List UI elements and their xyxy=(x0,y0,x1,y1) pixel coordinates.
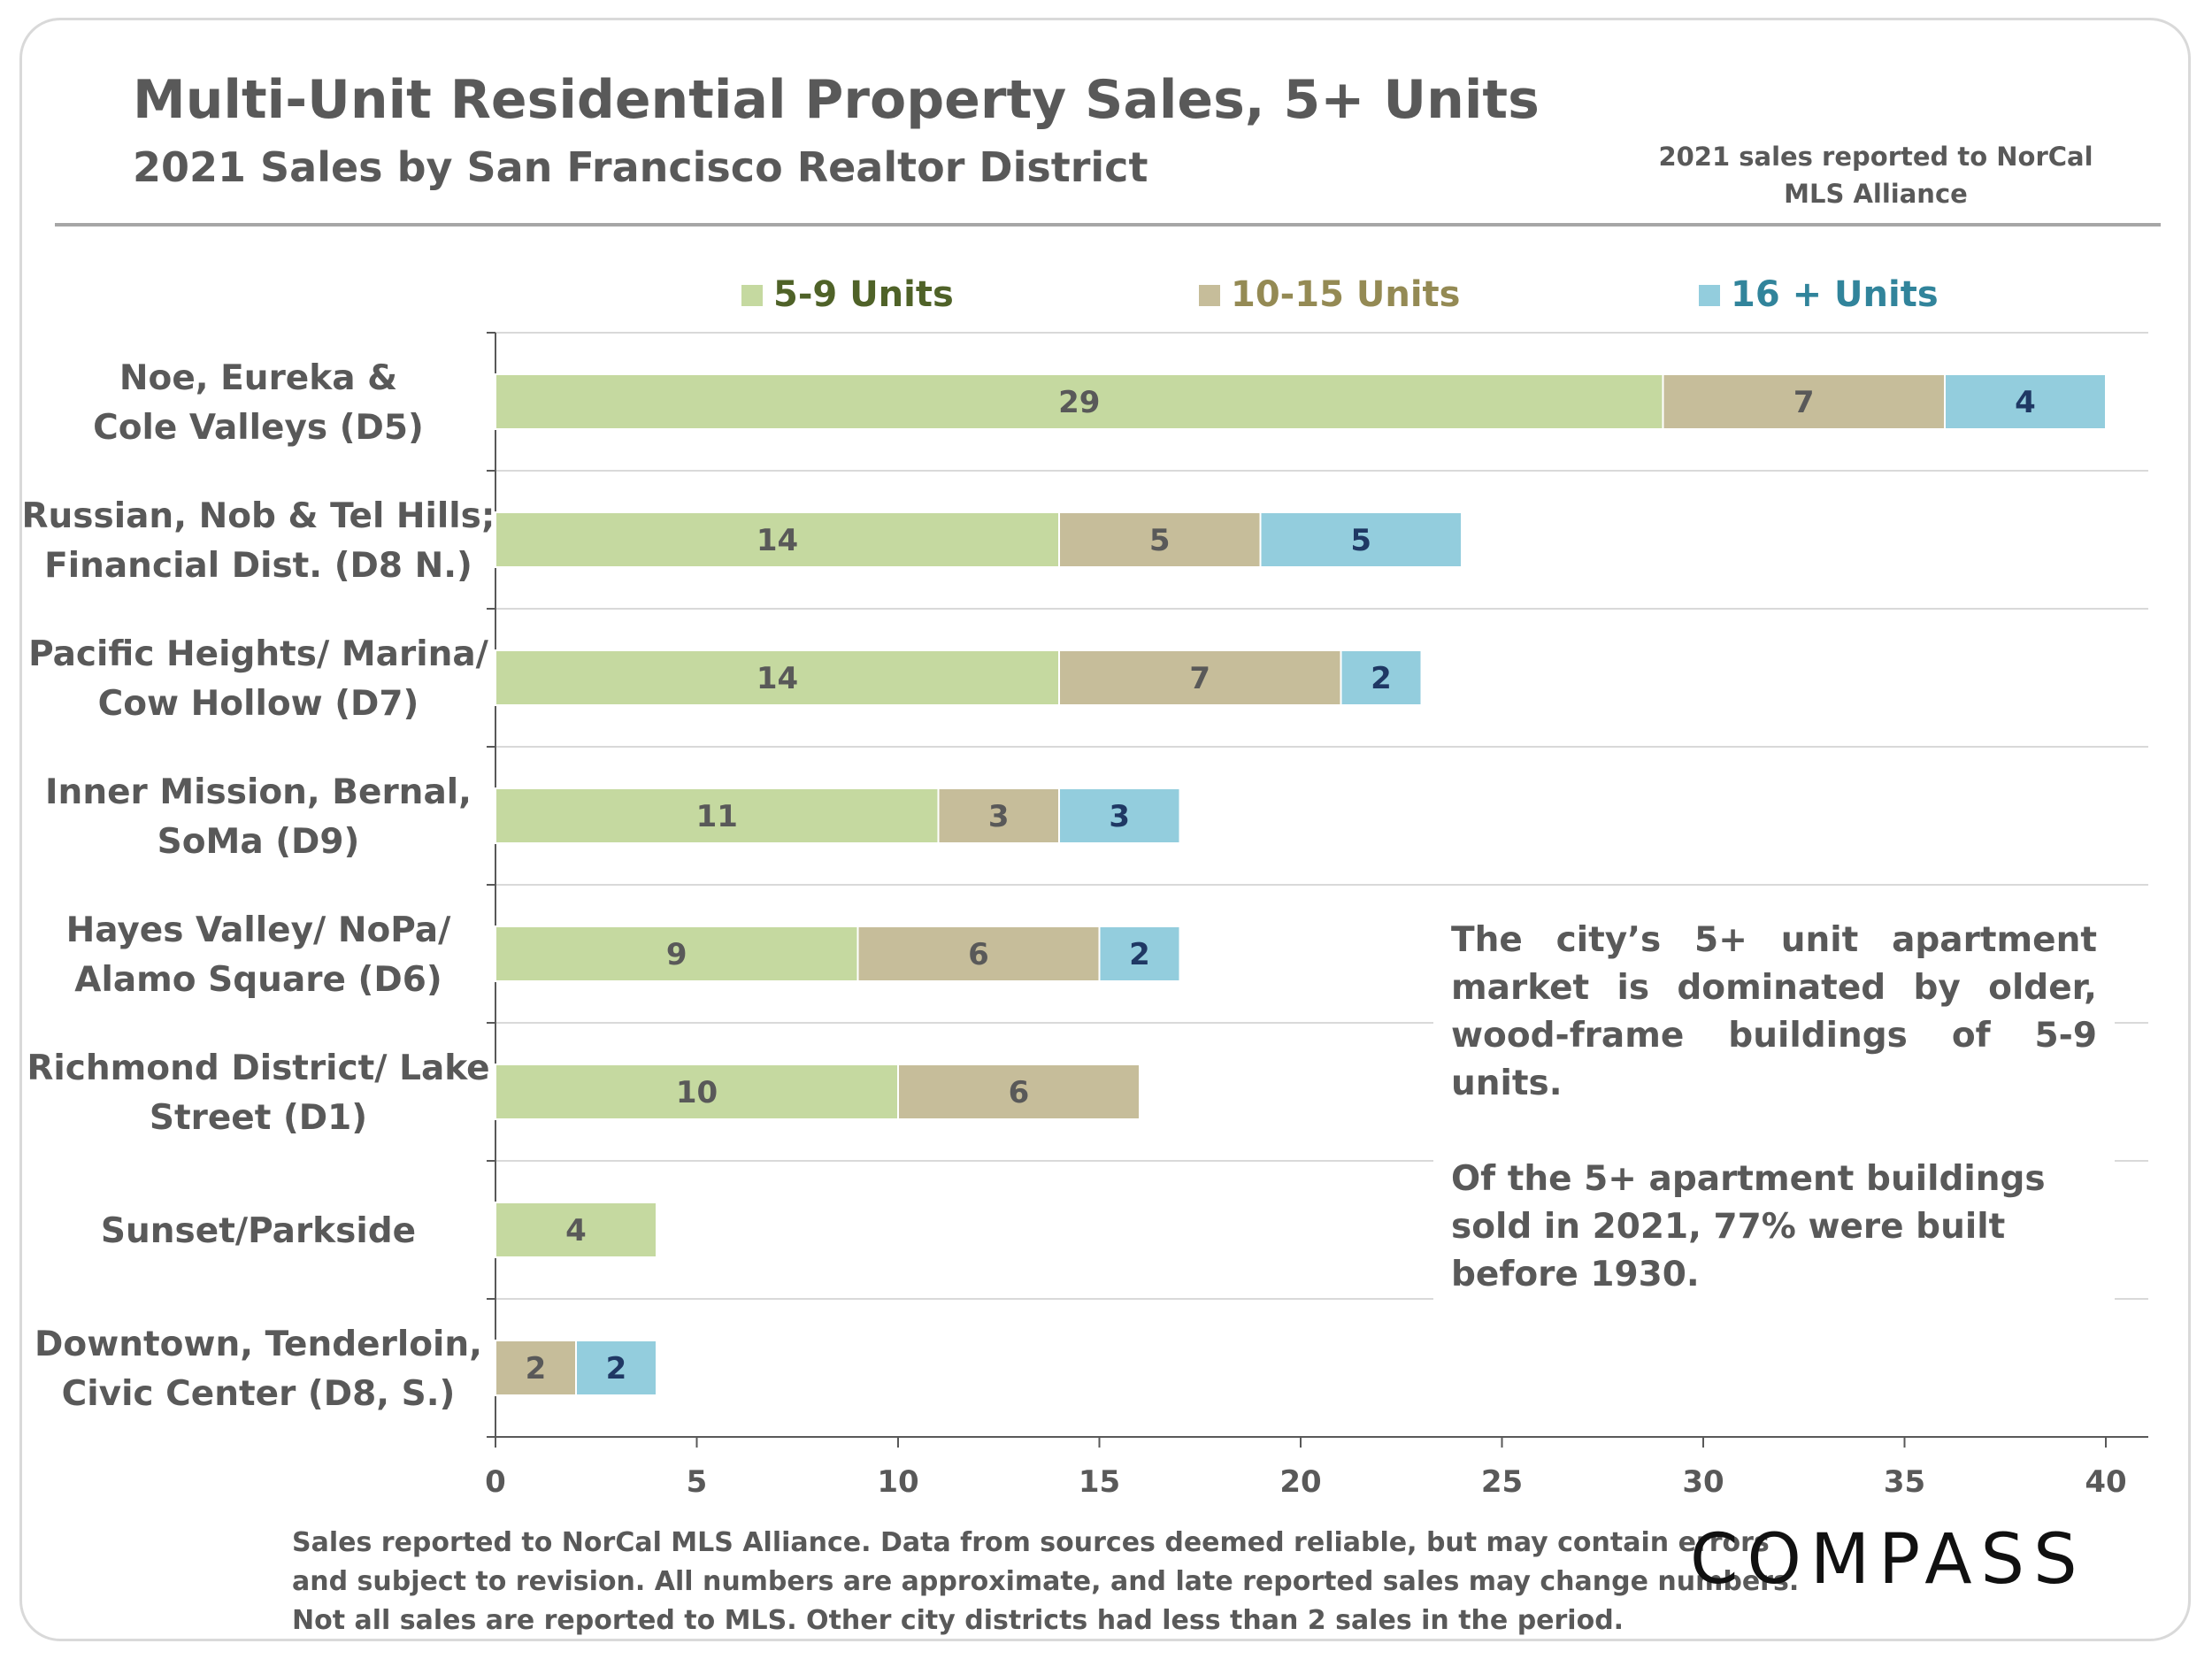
bar-segment xyxy=(495,926,859,982)
data-label: 5 xyxy=(1350,523,1371,558)
stacked-bar-chart: 0 5 10 15 20 25 30 35 405-9 Units 10-15 Units 16 +… xyxy=(22,274,2148,1500)
category-label: Downtown, Tenderloin, xyxy=(35,1325,482,1364)
x-tick-label: 10 xyxy=(877,1464,918,1500)
bar-segment xyxy=(495,1340,577,1396)
data-label: 14 xyxy=(757,661,798,696)
bar-segment xyxy=(1058,787,1181,844)
x-tick-label: 0 xyxy=(485,1464,506,1500)
category-label: SoMa (D9) xyxy=(157,822,360,862)
data-label: 14 xyxy=(757,523,798,558)
chart-subtitle: 2021 Sales by San Francisco Realtor Dist… xyxy=(133,143,1148,191)
footnote-line-1: Sales reported to NorCal MLS Alliance. D… xyxy=(292,1527,1770,1558)
data-label: 3 xyxy=(988,799,1010,834)
title-divider xyxy=(55,223,2161,227)
data-label: 11 xyxy=(696,799,738,834)
category-label: Pacific Heights/ Marina/ xyxy=(28,634,489,674)
category-label: Alamo Square (D6) xyxy=(74,960,442,1000)
bar-segment xyxy=(1259,511,1463,568)
legend-label-1: 5-9 Units xyxy=(773,274,954,315)
x-tick-label: 30 xyxy=(1682,1464,1724,1500)
bar-segment xyxy=(1662,373,1946,430)
bar-segment xyxy=(575,1340,657,1396)
callout-box: The city’s 5+ unit apartment market is d… xyxy=(1433,911,2115,1306)
category-label: Noe, Eureka & xyxy=(119,358,397,398)
bar-segment xyxy=(495,373,1664,430)
bar-segment xyxy=(1340,649,1423,706)
x-tick-label: 15 xyxy=(1079,1464,1120,1500)
data-label: 6 xyxy=(968,937,989,972)
data-label: 7 xyxy=(1793,385,1815,420)
bar-segment xyxy=(1058,511,1262,568)
category-label: Hayes Valley/ NoPa/ xyxy=(66,910,452,950)
category-label: Sunset/Parkside xyxy=(101,1211,416,1251)
footnote-line-2: and subject to revision. All numbers are… xyxy=(292,1566,1800,1597)
bar-segment xyxy=(937,787,1060,844)
data-label: 9 xyxy=(666,937,687,972)
data-label: 4 xyxy=(2015,385,2036,420)
callout-paragraph-1: The city’s 5+ unit apartment market is d… xyxy=(1451,920,2097,1103)
legend-label-2: 10-15 Units xyxy=(1231,274,1460,315)
legend-swatch-3 xyxy=(1699,285,1720,306)
data-label: 6 xyxy=(1009,1075,1030,1110)
legend-label-3: 16 + Units xyxy=(1731,274,1939,315)
chart-title: Multi-Unit Residential Property Sales, 5… xyxy=(133,69,1540,131)
bar-segment xyxy=(1058,649,1342,706)
legend-swatch-1 xyxy=(741,285,763,306)
callout-paragraph-2: Of the 5+ apartment buildings sold in 20… xyxy=(1451,1159,2046,1294)
bar-segment xyxy=(897,1064,1141,1120)
category-label: Richmond District/ Lake xyxy=(27,1048,489,1088)
category-label: Street (D1) xyxy=(150,1098,367,1138)
data-label: 2 xyxy=(1129,937,1150,972)
x-tick-label: 35 xyxy=(1884,1464,1925,1500)
bar-segment xyxy=(495,1064,899,1120)
bar-segment xyxy=(495,649,1060,706)
category-label: Russian, Nob & Tel Hills; xyxy=(22,496,495,536)
data-label: 2 xyxy=(526,1351,547,1386)
source-note: 2021 sales reported to NorCal MLS Allian… xyxy=(1658,142,2093,209)
x-tick-label: 20 xyxy=(1279,1464,1321,1500)
footnote: Sales reported to NorCal MLS Alliance. D… xyxy=(292,1524,1800,1640)
category-label: Cole Valleys (D5) xyxy=(93,408,424,448)
data-label: 10 xyxy=(676,1075,718,1110)
data-label: 2 xyxy=(606,1351,627,1386)
bar-segment xyxy=(495,1202,657,1258)
category-label: Financial Dist. (D8 N.) xyxy=(44,546,472,586)
data-label: 5 xyxy=(1149,523,1171,558)
x-tick-label: 40 xyxy=(2085,1464,2126,1500)
data-label: 29 xyxy=(1058,385,1100,420)
category-label: Cow Hollow (D7) xyxy=(98,684,419,724)
data-label: 2 xyxy=(1371,661,1392,696)
bar-segment xyxy=(1944,373,2107,430)
category-label: Civic Center (D8, S.) xyxy=(62,1374,456,1414)
footnote-line-3: Not all sales are reported to MLS. Other… xyxy=(292,1605,1624,1636)
x-tick-label: 25 xyxy=(1481,1464,1523,1500)
data-label: 4 xyxy=(565,1213,587,1248)
data-label: 7 xyxy=(1189,661,1210,696)
compass-logo: COMPASS xyxy=(1690,1520,2086,1600)
bar-segment xyxy=(1098,926,1181,982)
bar-segment xyxy=(495,511,1060,568)
data-label: 3 xyxy=(1109,799,1130,834)
bar-segment xyxy=(495,787,940,844)
x-tick-label: 5 xyxy=(687,1464,708,1500)
category-label: Inner Mission, Bernal, xyxy=(45,772,472,812)
legend-swatch-2 xyxy=(1199,285,1220,306)
